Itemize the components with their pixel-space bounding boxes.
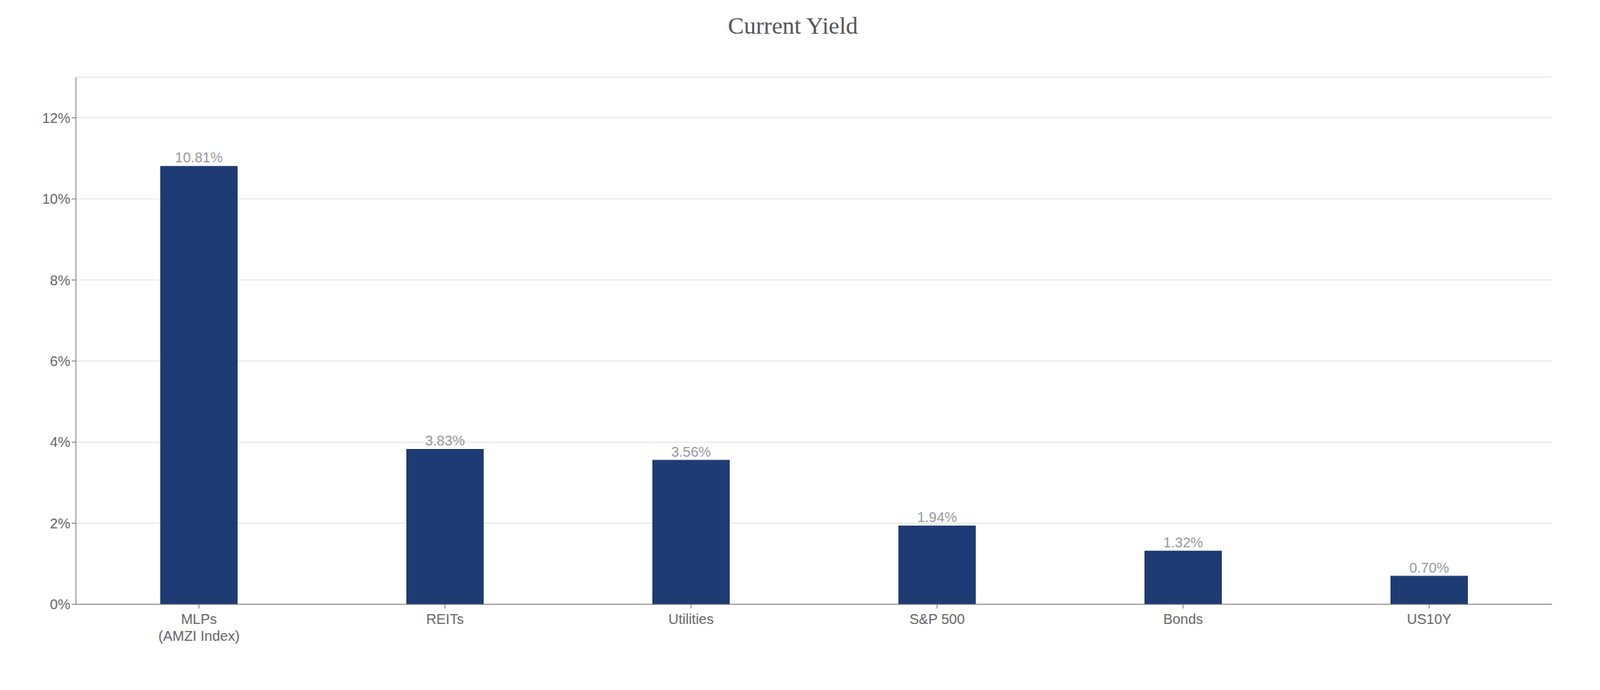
svg-text:Utilities: Utilities [668, 611, 714, 628]
svg-text:REITs: REITs [426, 611, 464, 628]
svg-text:0.70%: 0.70% [1409, 560, 1450, 576]
svg-text:10.81%: 10.81% [175, 149, 223, 166]
svg-text:2%: 2% [49, 515, 71, 532]
svg-text:Bonds: Bonds [1163, 611, 1204, 628]
svg-text:3.83%: 3.83% [425, 433, 466, 449]
html-text:Current Yield: Current Yield [728, 12, 858, 39]
svg-text:10%: 10% [42, 191, 71, 207]
svg-text:1.94%: 1.94% [917, 509, 958, 526]
svg-text:8%: 8% [49, 272, 71, 289]
svg-text:12%: 12% [42, 110, 71, 126]
svg-text:0%: 0% [49, 596, 71, 613]
svg-text:3.56%: 3.56% [671, 444, 712, 460]
svg-text:6%: 6% [49, 353, 71, 370]
svg-text:MLPs(AMZI Index): MLPs(AMZI Index) [158, 611, 240, 644]
svg-text:4%: 4% [49, 434, 71, 450]
svg-text:US10Y: US10Y [1406, 611, 1451, 628]
svg-text:S&P 500: S&P 500 [909, 611, 966, 628]
svg-text:1.32%: 1.32% [1163, 534, 1204, 551]
